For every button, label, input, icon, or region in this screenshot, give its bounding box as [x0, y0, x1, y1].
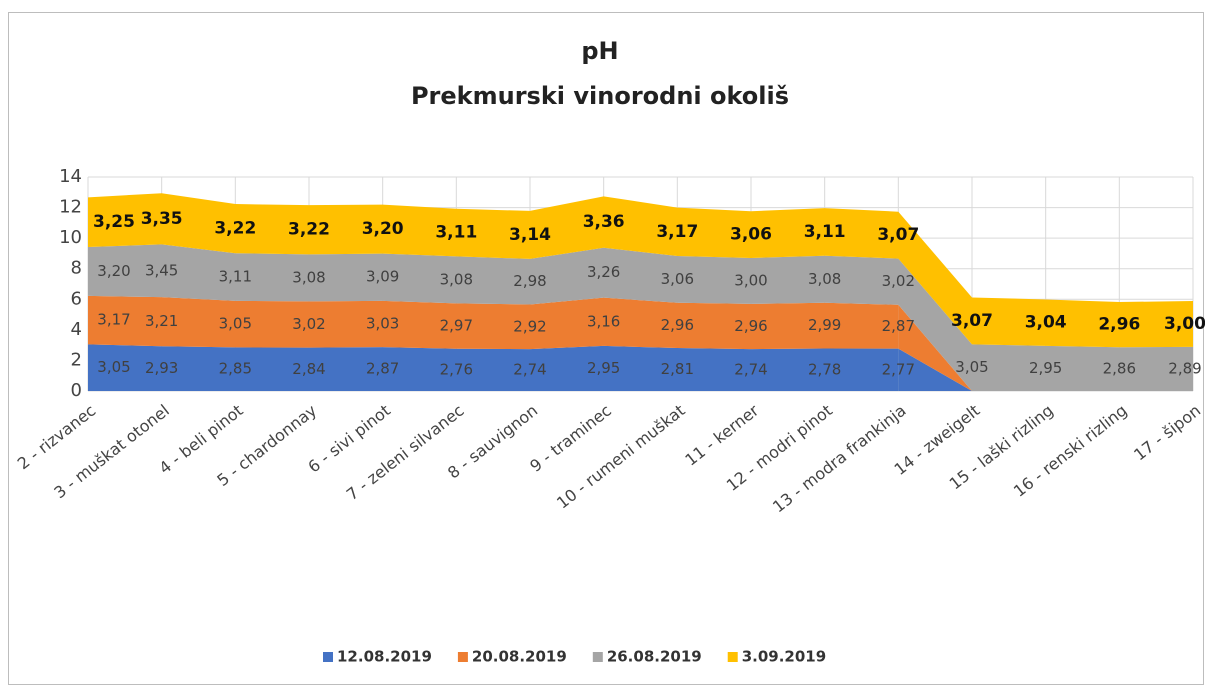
data-label: 3,07 — [877, 225, 919, 245]
chart-title: pH — [581, 37, 618, 65]
area — [88, 344, 899, 391]
data-label: 3,04 — [1025, 313, 1067, 333]
data-label: 3,16 — [587, 312, 620, 330]
data-label: 2,92 — [513, 317, 546, 335]
y-tick-label: 14 — [59, 166, 82, 187]
data-label: 3,06 — [730, 225, 772, 245]
area — [88, 193, 1193, 348]
data-label: 2,96 — [1098, 315, 1140, 335]
legend-label: 12.08.2019 — [337, 648, 432, 666]
data-label: 3,20 — [97, 262, 130, 280]
data-label: 3,08 — [808, 270, 841, 288]
data-label: 2,87 — [882, 317, 915, 335]
data-label: 3,35 — [141, 209, 183, 229]
legend-swatch — [457, 652, 468, 662]
data-label: 2,77 — [882, 360, 915, 378]
chart-subtitle: Prekmurski vinorodni okoliš — [411, 82, 789, 110]
data-label: 2,78 — [808, 360, 841, 378]
data-label: 3,22 — [214, 219, 256, 239]
legend-swatch — [592, 652, 603, 662]
data-label: 3,21 — [145, 312, 178, 330]
legend-label: 20.08.2019 — [472, 648, 567, 666]
data-label: 3,09 — [366, 268, 399, 286]
data-label: 3,00 — [734, 271, 767, 289]
data-label: 3,08 — [292, 268, 325, 286]
data-label: 3,17 — [656, 222, 698, 242]
data-label: 3,11 — [435, 223, 477, 243]
data-label: 3,11 — [219, 268, 252, 286]
data-label: 3,17 — [97, 311, 130, 329]
legend-swatch — [323, 652, 333, 662]
data-label: 2,99 — [808, 316, 841, 334]
data-label: 2,87 — [366, 360, 399, 378]
data-label: 2,93 — [145, 359, 178, 377]
data-label: 3,05 — [219, 315, 252, 333]
data-label: 2,81 — [661, 360, 694, 378]
y-tick-label: 10 — [59, 227, 82, 248]
y-tick-label: 0 — [71, 380, 82, 401]
area-tail — [898, 348, 972, 391]
data-label: 3,14 — [509, 225, 551, 245]
data-label: 3,07 — [951, 311, 993, 331]
data-label: 2,74 — [734, 361, 767, 379]
data-label: 2,96 — [661, 316, 694, 334]
data-label: 2,98 — [513, 272, 546, 290]
data-label: 3,02 — [882, 272, 915, 290]
data-label: 3,45 — [145, 261, 178, 279]
data-label: 2,84 — [292, 360, 325, 378]
legend-swatch — [727, 652, 738, 662]
data-label: 2,95 — [587, 359, 620, 377]
area — [88, 244, 1193, 391]
legend-label: 26.08.2019 — [607, 648, 702, 666]
y-tick-label: 6 — [71, 288, 82, 309]
data-label: 3,20 — [362, 219, 404, 239]
data-label: 2,89 — [1168, 359, 1201, 377]
data-label: 2,95 — [1029, 359, 1062, 377]
data-label: 3,26 — [587, 263, 620, 281]
y-tick-label: 12 — [59, 197, 82, 218]
data-label: 2,86 — [1103, 360, 1136, 378]
data-label: 3,03 — [366, 314, 399, 332]
data-label: 3,08 — [440, 270, 473, 288]
data-label: 3,22 — [288, 220, 330, 240]
y-tick-label: 8 — [71, 258, 82, 279]
data-label: 3,05 — [955, 358, 988, 376]
data-label: 3,06 — [661, 270, 694, 288]
data-label: 3,11 — [804, 222, 846, 242]
legend-label: 3.09.2019 — [742, 648, 826, 666]
data-label: 2,96 — [734, 317, 767, 335]
y-tick-label: 2 — [71, 349, 82, 370]
data-label: 3,02 — [292, 315, 325, 333]
data-label: 2,74 — [513, 361, 546, 379]
area-tail — [898, 304, 972, 391]
data-label: 3,25 — [93, 212, 135, 232]
data-label: 2,97 — [440, 317, 473, 335]
data-label: 3,36 — [583, 212, 625, 232]
data-label: 3,05 — [97, 358, 130, 376]
data-label: 2,76 — [440, 360, 473, 378]
data-label: 2,85 — [219, 360, 252, 378]
y-tick-label: 4 — [71, 319, 82, 340]
area — [88, 295, 899, 350]
data-label: 3,00 — [1164, 314, 1205, 334]
